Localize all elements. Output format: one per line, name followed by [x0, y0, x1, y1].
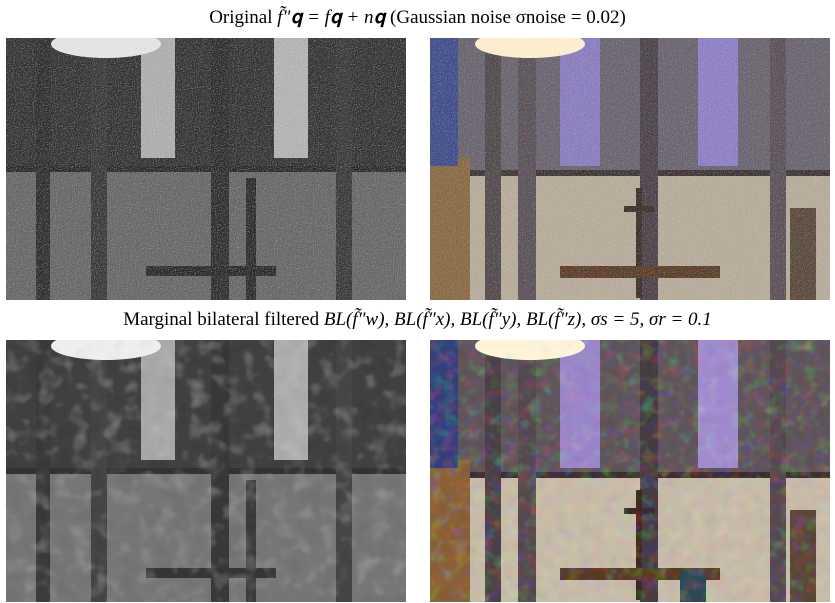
caption-filtered-prefix: Marginal bilateral filtered — [123, 309, 324, 330]
church-image-noisy-gray — [6, 38, 406, 300]
church-image-filtered-gray — [6, 340, 406, 602]
caption-original: Original f̃″𝐪 = f𝐪 + n𝐪 (Gaussian noise … — [0, 6, 835, 30]
panel-noisy-grayscale — [6, 38, 406, 300]
church-image-noisy-color — [430, 38, 830, 300]
caption-original-prefix: Original — [209, 7, 278, 28]
panel-noisy-color — [430, 38, 830, 300]
church-image-filtered-color — [430, 340, 830, 602]
panel-filtered-color — [430, 340, 830, 602]
caption-original-formula: f̃″𝐪 = f𝐪 + n𝐪 — [277, 7, 386, 28]
caption-filtered-formula: BL(f̃″w), BL(f̃″x), BL(f̃″y), BL(f̃″z), … — [323, 309, 712, 330]
caption-filtered: Marginal bilateral filtered BL(f̃″w), BL… — [0, 308, 835, 332]
panel-filtered-grayscale — [6, 340, 406, 602]
caption-original-suffix: (Gaussian noise σnoise = 0.02) — [385, 7, 626, 28]
